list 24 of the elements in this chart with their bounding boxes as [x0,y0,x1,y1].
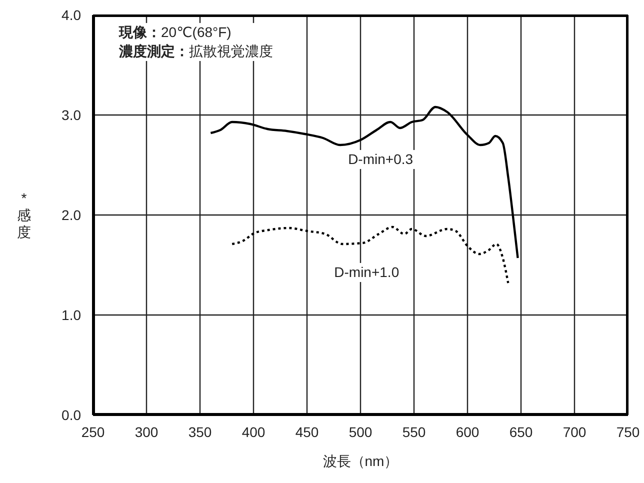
line-series [210,106,519,260]
x-tick-label: 700 [562,424,586,440]
y-tick-label: 0.0 [62,406,82,423]
x-tick-label: 350 [188,424,212,440]
x-axis-title: 波長（nm） [322,453,400,471]
y-tick-label: 3.0 [62,106,82,123]
annotation: 濃度測定：拡散視覚濃度 [119,42,273,61]
x-tick-label: 750 [616,424,640,440]
y-tick-label: 4.0 [62,6,82,23]
y-tick-label: 2.0 [62,206,82,223]
series-label: D-min+1.0 [334,264,400,280]
series-label: D-min+0.3 [348,151,414,167]
annotation: 現像：20℃(68°F) [119,23,232,42]
y-tick-label: 1.0 [62,306,82,323]
x-tick-label: 450 [295,424,319,440]
line-series [231,226,510,284]
x-tick-label: 250 [81,424,105,440]
x-tick-label: 300 [134,424,158,440]
y-axis-title: *感度 [16,190,32,241]
x-tick-label: 600 [456,424,480,440]
x-tick-label: 400 [242,424,266,440]
x-tick-label: 550 [402,424,426,440]
x-tick-label: 650 [509,424,533,440]
x-tick-label: 500 [348,424,372,440]
